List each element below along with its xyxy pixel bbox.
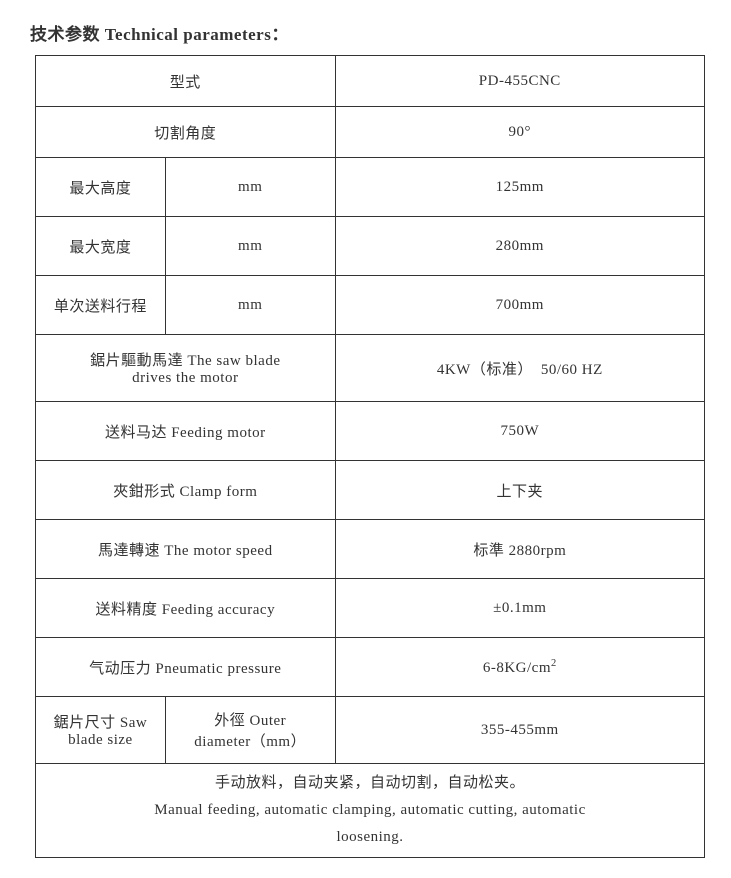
- table-cell: 气动压力 Pneumatic pressure: [36, 638, 336, 697]
- table-cell: 125mm: [335, 158, 704, 217]
- table-cell: mm: [165, 158, 335, 217]
- table-row: 最大宽度mm280mm: [36, 217, 705, 276]
- table-cell: 最大宽度: [36, 217, 166, 276]
- table-row: 气动压力 Pneumatic pressure6-8KG/cm2: [36, 638, 705, 697]
- table-cell: 手动放料，自动夹紧，自动切割，自动松夹。Manual feeding, auto…: [36, 764, 705, 858]
- table-row: 鋸片驅動馬達 The saw bladedrives the motor4KW（…: [36, 335, 705, 402]
- table-cell: ±0.1mm: [335, 579, 704, 638]
- table-cell: mm: [165, 276, 335, 335]
- table-cell: 700mm: [335, 276, 704, 335]
- table-cell: 上下夹: [335, 461, 704, 520]
- table-cell: 切割角度: [36, 107, 336, 158]
- table-cell: 鋸片尺寸 Sawblade size: [36, 697, 166, 764]
- table-cell: mm: [165, 217, 335, 276]
- table-cell: PD-455CNC: [335, 56, 704, 107]
- table-row: 夾鉗形式 Clamp form上下夹: [36, 461, 705, 520]
- table-cell: 750W: [335, 402, 704, 461]
- table-row: 最大高度mm125mm: [36, 158, 705, 217]
- table-row: 切割角度90°: [36, 107, 705, 158]
- table-cell: 355-455mm: [335, 697, 704, 764]
- table-cell: 送料精度 Feeding accuracy: [36, 579, 336, 638]
- table-cell: 鋸片驅動馬達 The saw bladedrives the motor: [36, 335, 336, 402]
- table-cell: 送料马达 Feeding motor: [36, 402, 336, 461]
- table-cell: 4KW（标准） 50/60 HZ: [335, 335, 704, 402]
- table-cell: 馬達轉速 The motor speed: [36, 520, 336, 579]
- table-cell: 型式: [36, 56, 336, 107]
- table-row: 馬達轉速 The motor speed标準 2880rpm: [36, 520, 705, 579]
- parameters-table: 型式PD-455CNC切割角度90°最大高度mm125mm最大宽度mm280mm…: [35, 55, 705, 858]
- table-row: 型式PD-455CNC: [36, 56, 705, 107]
- table-row: 送料马达 Feeding motor750W: [36, 402, 705, 461]
- table-row: 手动放料，自动夹紧，自动切割，自动松夹。Manual feeding, auto…: [36, 764, 705, 858]
- table-cell: 标準 2880rpm: [335, 520, 704, 579]
- table-cell: 最大高度: [36, 158, 166, 217]
- table-cell: 280mm: [335, 217, 704, 276]
- table-row: 鋸片尺寸 Sawblade size外徑 Outerdiameter（mm）35…: [36, 697, 705, 764]
- table-cell: 单次送料行程: [36, 276, 166, 335]
- table-cell: 90°: [335, 107, 704, 158]
- table-cell: 夾鉗形式 Clamp form: [36, 461, 336, 520]
- page-title: 技术参数 Technical parameters：: [30, 20, 701, 45]
- table-cell: 6-8KG/cm2: [335, 638, 704, 697]
- table-row: 单次送料行程mm700mm: [36, 276, 705, 335]
- table-row: 送料精度 Feeding accuracy±0.1mm: [36, 579, 705, 638]
- table-cell: 外徑 Outerdiameter（mm）: [165, 697, 335, 764]
